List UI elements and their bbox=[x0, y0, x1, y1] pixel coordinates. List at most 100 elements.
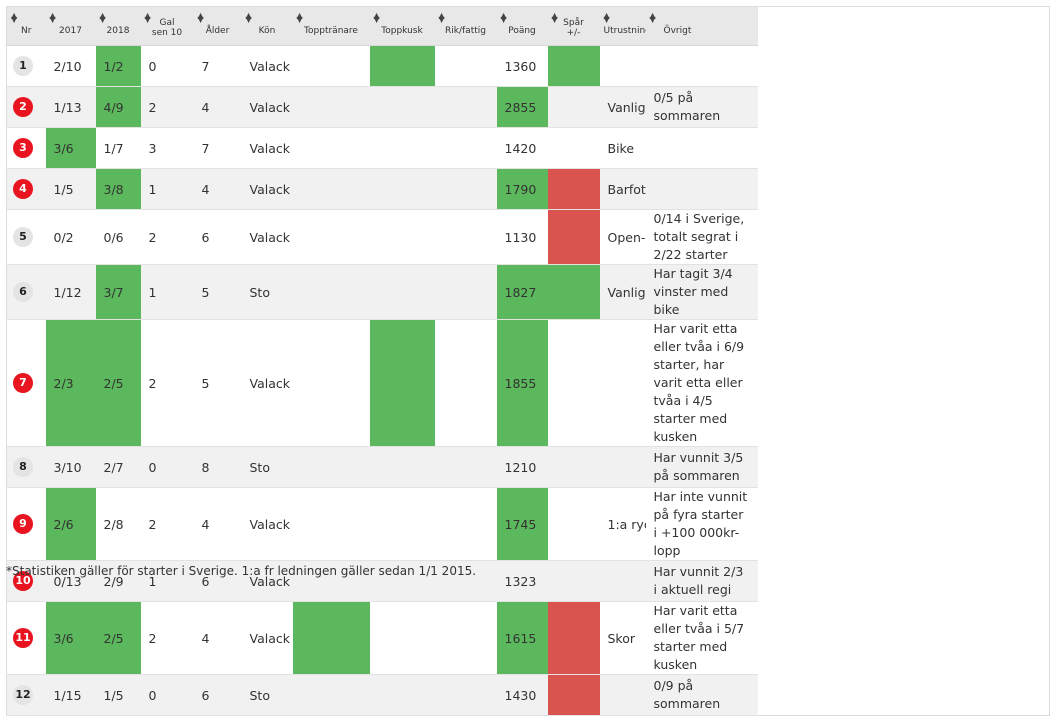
cell-poang: 1745 bbox=[496, 487, 548, 561]
cell-poang: 1855 bbox=[496, 319, 548, 447]
cell-ovrigt: Har varit etta eller tvåa i 6/9 starter,… bbox=[645, 319, 758, 447]
cell-2018: 2/5 bbox=[95, 319, 141, 447]
sort-arrows-icon: ▲ ▼ bbox=[500, 11, 507, 24]
cell-alder: 4 bbox=[193, 601, 242, 675]
sort-arrows-icon: ▲ ▼ bbox=[197, 11, 204, 24]
cell-toppkusk bbox=[369, 446, 435, 488]
cell-rikfattig bbox=[434, 487, 497, 561]
cell-spar bbox=[547, 45, 600, 87]
sort-header-rikfattig[interactable]: ▲ ▼ Rik/fattig bbox=[434, 6, 497, 46]
cell-2018: 1/2 bbox=[95, 45, 141, 87]
sort-arrows-icon: ▲ ▼ bbox=[438, 11, 445, 24]
cell-2018: 2/8 bbox=[95, 487, 141, 561]
cell-rikfattig bbox=[434, 45, 497, 87]
table-row: 3 3/6 1/7 3 7 Valack 1420 Bike bbox=[6, 127, 1050, 169]
cell-alder: 6 bbox=[193, 674, 242, 716]
cell-topptranare bbox=[292, 127, 370, 169]
cell-2017: 3/6 bbox=[45, 127, 96, 169]
cell-topptranare bbox=[292, 86, 370, 128]
cell-rikfattig bbox=[434, 674, 497, 716]
cell-poang: 1323 bbox=[496, 560, 548, 602]
cell-utrustning: Vanlig sulky bbox=[599, 264, 646, 320]
cell-toppkusk bbox=[369, 209, 435, 265]
cell-toppkusk bbox=[369, 127, 435, 169]
cell-rikfattig bbox=[434, 86, 497, 128]
sort-arrows-icon: ▲ ▼ bbox=[551, 11, 558, 24]
start-number-badge: 8 bbox=[13, 457, 33, 477]
table-row: 41/53/814Valack1790Barfota bak bbox=[6, 168, 1050, 210]
cell-gal-sen-10: 2 bbox=[140, 487, 194, 561]
cell-poang: 1430 bbox=[496, 674, 548, 716]
cell-ovrigt bbox=[645, 45, 758, 87]
table-header-row: ▲ ▼ Nr ▲ ▼ 2017 ▲ ▼ 2018 ▲ ▼ Gal sen 10 ▲ ▼ Ålder ▲… bbox=[6, 6, 1050, 46]
sort-header-utrustning[interactable]: ▲▼Utrustningsändringar bbox=[599, 6, 699, 46]
cell-alder: 5 bbox=[193, 264, 242, 320]
cell-topptranare bbox=[292, 209, 370, 265]
sort-header-ovrigt[interactable]: ▲ ▼ Övrigt bbox=[645, 6, 758, 46]
start-number-badge: 12 bbox=[13, 685, 33, 705]
sort-header-topptranare[interactable]: ▲ ▼ Topptränare bbox=[292, 6, 370, 46]
cell-rikfattig bbox=[434, 446, 497, 488]
cell-2017: 1/12 bbox=[45, 264, 96, 320]
cell-kon: Valack bbox=[241, 127, 293, 169]
sort-arrows-icon: ▲ ▼ bbox=[11, 11, 18, 24]
cell-2018: 1/5 bbox=[95, 674, 141, 716]
sort-header-2017[interactable]: ▲ ▼ 2017 bbox=[45, 6, 96, 46]
cell-2017: 1/15 bbox=[45, 674, 96, 716]
start-number-badge: 4 bbox=[13, 179, 33, 199]
cell-2017: 1/13 bbox=[45, 86, 96, 128]
sort-header-gal[interactable]: ▲ ▼ Gal sen 10 bbox=[140, 6, 194, 46]
cell-spar bbox=[547, 168, 600, 210]
start-number-badge: 5 bbox=[13, 227, 33, 247]
sort-header-2018[interactable]: ▲ ▼ 2018 bbox=[95, 6, 141, 46]
cell-toppkusk bbox=[369, 264, 435, 320]
sort-header-spar[interactable]: ▲ ▼ Spår +/- bbox=[547, 6, 600, 46]
start-number-badge: 9 bbox=[13, 514, 33, 534]
cell-topptranare bbox=[292, 319, 370, 447]
cell-kon: Valack bbox=[241, 86, 293, 128]
sort-header-alder[interactable]: ▲ ▼ Ålder bbox=[193, 6, 242, 46]
cell-2018: 4/9 bbox=[95, 86, 141, 128]
cell-ovrigt bbox=[645, 127, 758, 169]
cell-rikfattig bbox=[434, 127, 497, 169]
sort-arrows-icon: ▲ ▼ bbox=[373, 11, 380, 24]
cell-gal-sen-10: 2 bbox=[140, 86, 194, 128]
cell-rikfattig bbox=[434, 168, 497, 210]
sort-header-nr[interactable]: ▲ ▼ Nr bbox=[6, 6, 46, 46]
cell-topptranare bbox=[292, 45, 370, 87]
sort-header-kon[interactable]: ▲ ▼ Kön bbox=[241, 6, 293, 46]
cell-poang: 1130 bbox=[496, 209, 548, 265]
cell-utrustning: Vanlig sulky bbox=[599, 86, 646, 128]
cell-topptranare bbox=[292, 168, 370, 210]
cell-ovrigt: 0/14 i Sverige, totalt segrat i 2/22 sta… bbox=[645, 209, 758, 265]
cell-spar bbox=[547, 319, 600, 447]
cell-rikfattig bbox=[434, 601, 497, 675]
cell-utrustning: Barfota bak bbox=[599, 168, 646, 210]
cell-rikfattig bbox=[434, 319, 497, 447]
cell-kon: Valack bbox=[241, 487, 293, 561]
cell-2018: 3/8 bbox=[95, 168, 141, 210]
cell-poang: 1615 bbox=[496, 601, 548, 675]
cell-nr: 2 bbox=[6, 86, 46, 128]
sort-arrows-icon: ▲ ▼ bbox=[603, 11, 610, 24]
cell-nr: 9 bbox=[6, 487, 46, 561]
table-row: 1 2/10 1/2 0 7 Valack 1360 bbox=[6, 45, 1050, 87]
sort-header-poang[interactable]: ▲ ▼ Poäng bbox=[496, 6, 548, 46]
cell-gal-sen-10: 2 bbox=[140, 319, 194, 447]
start-number-badge: 1 bbox=[13, 56, 33, 76]
cell-2017: 1/5 bbox=[45, 168, 96, 210]
cell-2017: 3/10 bbox=[45, 446, 96, 488]
cell-kon: Valack bbox=[241, 45, 293, 87]
sort-header-toppkusk[interactable]: ▲ ▼ Toppkusk bbox=[369, 6, 435, 46]
cell-kon: Sto bbox=[241, 674, 293, 716]
sort-arrows-icon: ▲ ▼ bbox=[296, 11, 303, 24]
cell-2018: 2/7 bbox=[95, 446, 141, 488]
cell-kon: Valack bbox=[241, 209, 293, 265]
sort-arrows-icon: ▲ ▼ bbox=[49, 11, 56, 24]
cell-spar bbox=[547, 127, 600, 169]
cell-gal-sen-10: 3 bbox=[140, 127, 194, 169]
cell-utrustning bbox=[599, 319, 646, 447]
cell-topptranare bbox=[292, 487, 370, 561]
